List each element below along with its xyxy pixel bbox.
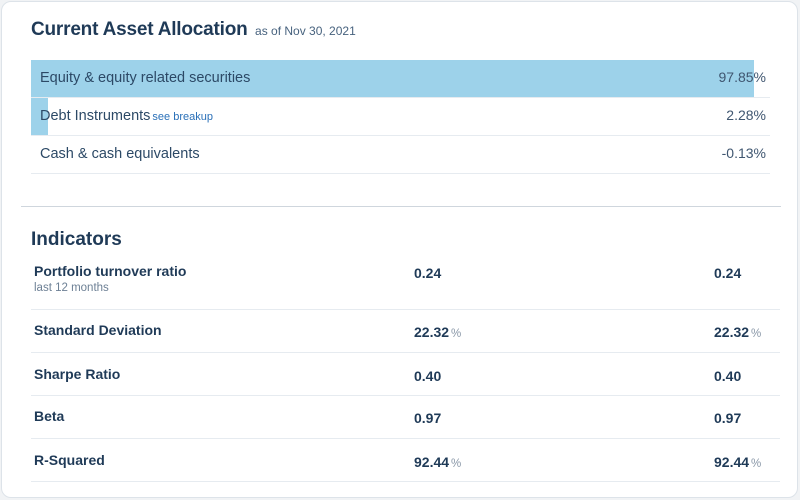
allocation-label-wrap: Debt Instruments see breakup xyxy=(40,108,213,124)
indicator-note: last 12 months xyxy=(34,282,109,294)
indicator-value-2: 0.97 xyxy=(714,410,743,426)
indicator-value-2: 0.40 xyxy=(714,368,743,384)
indicator-value-2: 22.32% xyxy=(714,324,761,340)
value-unit: % xyxy=(751,458,762,470)
indicator-name: Sharpe Ratio xyxy=(34,366,121,382)
allocation-label: Equity & equity related securities xyxy=(40,70,251,86)
value-unit: % xyxy=(451,458,462,470)
value-number: 92.44 xyxy=(714,454,750,470)
value-number: 22.32 xyxy=(414,324,450,340)
indicator-value-1: 92.44% xyxy=(414,454,461,470)
indicator-row-r-squared: R-Squared 92.44% 92.44% xyxy=(31,439,780,482)
value-unit: % xyxy=(451,328,462,340)
indicator-row-std-dev: Standard Deviation 22.32% 22.32% xyxy=(31,310,780,353)
allocation-title: Current Asset Allocation xyxy=(31,19,248,40)
allocation-row-equity: Equity & equity related securities 97.85… xyxy=(31,60,770,98)
value-number: 0.24 xyxy=(414,265,442,281)
value-number: 22.32 xyxy=(714,324,750,340)
allocation-value: 2.28% xyxy=(726,107,766,123)
value-number: 92.44 xyxy=(414,454,450,470)
indicator-row-turnover: Portfolio turnover ratio last 12 months … xyxy=(31,255,780,310)
allocation-value: 97.85% xyxy=(718,69,766,85)
indicator-value-1: 0.24 xyxy=(414,265,443,281)
allocation-value: -0.13% xyxy=(721,145,766,161)
allocation-as-of-date: as of Nov 30, 2021 xyxy=(255,24,356,38)
see-breakup-link[interactable]: see breakup xyxy=(152,111,213,123)
indicator-name: Standard Deviation xyxy=(34,322,162,338)
allocation-bar xyxy=(31,98,48,135)
allocation-row-cash: Cash & cash equivalents -0.13% xyxy=(31,136,770,174)
indicator-row-sharpe: Sharpe Ratio 0.40 0.40 xyxy=(31,353,780,396)
indicator-name: Portfolio turnover ratio xyxy=(34,263,187,279)
value-number: 0.97 xyxy=(714,410,742,426)
section-divider xyxy=(21,206,781,207)
value-number: 0.97 xyxy=(414,410,442,426)
value-number: 0.24 xyxy=(714,265,742,281)
allocation-label: Cash & cash equivalents xyxy=(40,146,200,162)
indicator-name: Beta xyxy=(34,408,65,424)
value-number: 0.40 xyxy=(714,368,742,384)
indicator-value-1: 0.40 xyxy=(414,368,443,384)
indicator-value-1: 22.32% xyxy=(414,324,461,340)
allocation-row-debt: Debt Instruments see breakup 2.28% xyxy=(31,98,770,136)
value-unit: % xyxy=(751,328,762,340)
allocation-label: Debt Instruments xyxy=(40,108,151,124)
indicator-row-beta: Beta 0.97 0.97 xyxy=(31,396,780,439)
indicator-name: R-Squared xyxy=(34,452,105,468)
indicators-title: Indicators xyxy=(31,229,122,250)
allocation-bar xyxy=(31,60,754,97)
indicator-value-1: 0.97 xyxy=(414,410,443,426)
indicator-value-2: 92.44% xyxy=(714,454,761,470)
indicator-value-2: 0.24 xyxy=(714,265,743,281)
value-number: 0.40 xyxy=(414,368,442,384)
allocation-header: Current Asset Allocation as of Nov 30, 2… xyxy=(31,19,356,41)
